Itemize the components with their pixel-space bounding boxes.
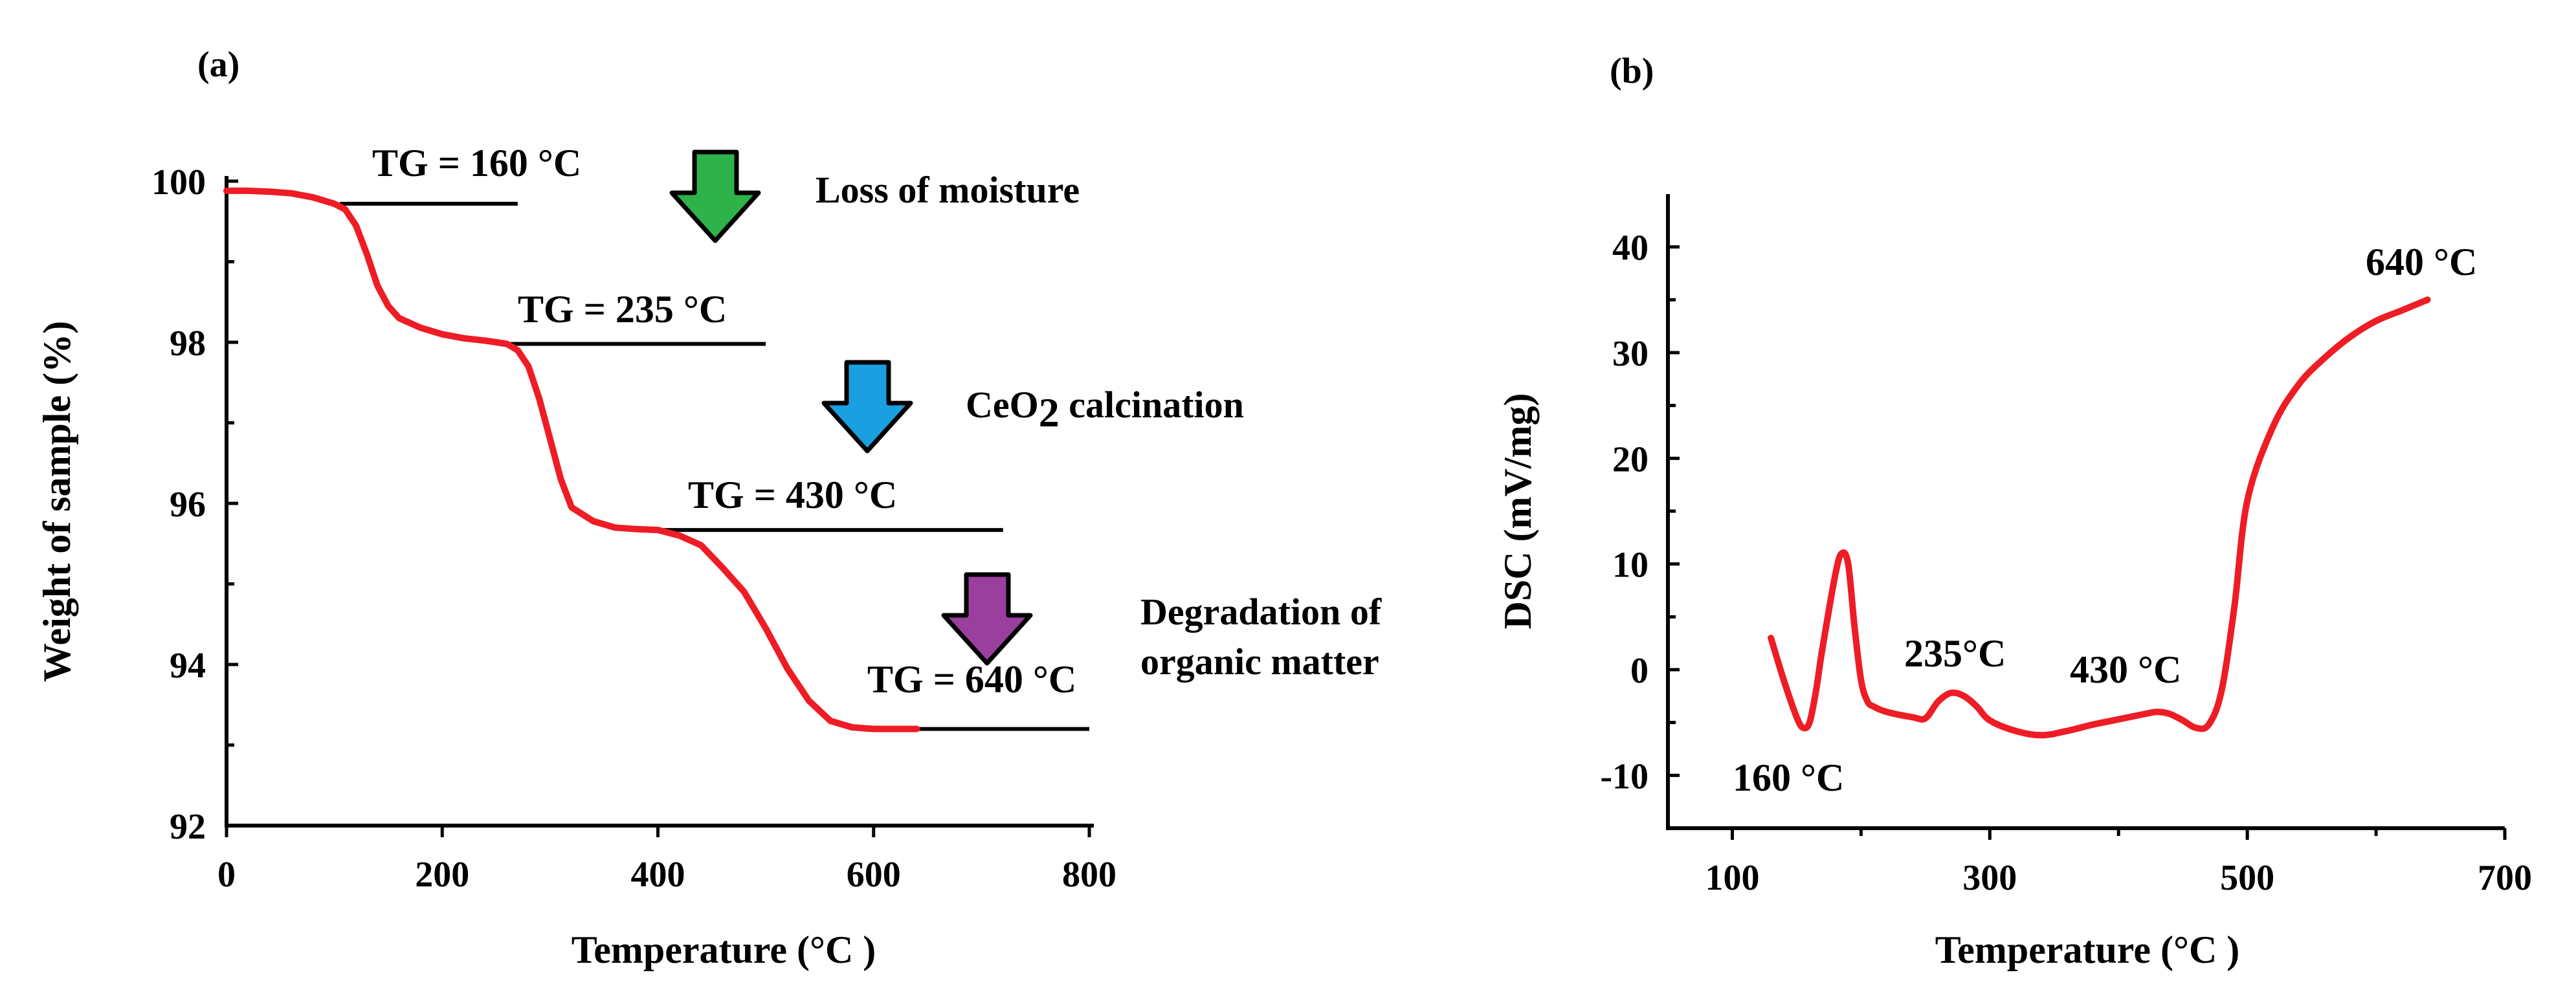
panel-a-y-axis-label: Weight of sample (%): [36, 321, 78, 682]
panel-a-y-tick-label: 100: [151, 162, 206, 203]
dsc-annotation-430: 430 °C: [2070, 648, 2181, 691]
panel-b-axes: [1666, 194, 2505, 830]
panel-a-level-lines: [339, 201, 1089, 731]
tg-annotation-640: TG = 640 °C: [867, 658, 1076, 701]
panel-a-x-tick-label: 800: [1062, 855, 1116, 895]
panel-a: (a) 92 94 96 98 100 0 200 400 600 800 Weight of s…: [36, 45, 1382, 971]
panel-b-y-axis-label: DSC (mV/mg): [1496, 393, 1539, 630]
panel-b-x-tick-label: 300: [1962, 858, 2017, 898]
panel-b-y-tick-label: 0: [1630, 651, 1649, 691]
panel-a-y-tick-label: 94: [170, 646, 206, 686]
calcination-arrow-icon: [821, 360, 913, 454]
panel-a-ticks: 92 94 96 98 100 0 200 400 600 800: [151, 162, 1116, 895]
panel-a-x-tick-label: 200: [415, 855, 469, 895]
dsc-annotation-235: 235°C: [1904, 632, 2006, 675]
panel-a-y-tick-label: 92: [170, 807, 206, 847]
panel-a-y-tick-label: 98: [170, 324, 206, 364]
degradation-arrow-icon: [941, 572, 1033, 666]
step-label-degradation-line1: Degradation of: [1140, 591, 1382, 633]
panel-b-y-tick-label: -10: [1600, 756, 1649, 796]
panel-a-label: (a): [197, 45, 239, 85]
tg-annotation-235: TG = 235 °C: [518, 288, 727, 331]
step-label-degradation-line2: organic matter: [1140, 641, 1379, 683]
tg-annotation-430: TG = 430 °C: [688, 474, 897, 516]
dsc-curve: [1768, 296, 2431, 739]
panel-a-y-tick-label: 96: [170, 485, 206, 525]
panel-b-x-tick-label: 500: [2220, 858, 2274, 898]
step-label-moisture: Loss of moisture: [816, 169, 1080, 211]
panel-b-y-tick-label: 40: [1612, 228, 1649, 269]
panel-b-x-tick-label: 100: [1705, 858, 1759, 898]
panel-a-x-tick-label: 0: [217, 855, 236, 895]
dsc-annotation-160: 160 °C: [1733, 756, 1844, 799]
tg-annotation-160: TG = 160 °C: [372, 142, 581, 184]
panel-a-x-tick-label: 600: [847, 855, 901, 895]
panel-b-x-axis-label: Temperature (°C ): [1935, 928, 2240, 971]
panel-b-y-tick-label: 20: [1612, 439, 1649, 479]
panel-a-x-tick-label: 400: [631, 855, 685, 895]
moisture-arrow-icon: [669, 149, 761, 243]
step-label-calcination: CeO2 calcination: [966, 384, 1244, 435]
panel-b-y-tick-label: 10: [1612, 545, 1649, 586]
panel-b-ticks: -10 0 10 20 30 40 100 300 500 700: [1600, 228, 2532, 898]
panel-b: (b) -10 0 10 20 30 40 100 300 500 700 DSC (mV/mg)…: [1496, 51, 2532, 971]
tg-curve: [223, 187, 920, 732]
panel-b-y-tick-label: 30: [1612, 334, 1649, 374]
panel-a-x-axis-label: Temperature (°C ): [572, 928, 876, 971]
panel-b-label: (b): [1610, 51, 1654, 91]
dsc-annotation-640: 640 °C: [2366, 241, 2477, 283]
panel-b-x-tick-label: 700: [2478, 858, 2532, 898]
